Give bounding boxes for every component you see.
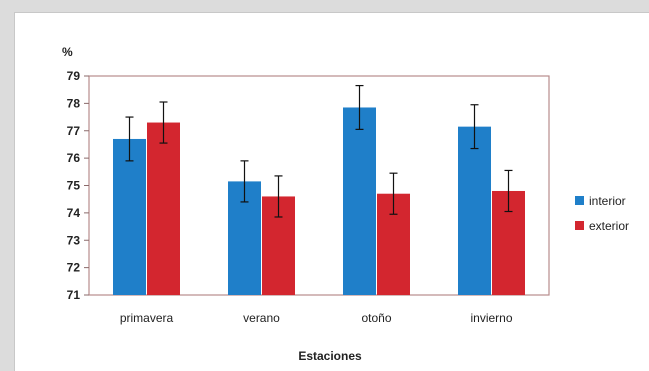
bar-exterior-primavera <box>147 122 180 295</box>
x-tick-label: verano <box>243 311 280 325</box>
x-axis-label: Estaciones <box>298 349 362 363</box>
legend-label-exterior: exterior <box>589 219 629 233</box>
y-tick-label: 71 <box>67 288 81 302</box>
legend-swatch-exterior <box>575 221 584 230</box>
y-tick-label: 74 <box>67 206 81 220</box>
y-tick-label: 76 <box>67 151 81 165</box>
y-tick-label: 79 <box>67 69 81 83</box>
bar-interior-otoño <box>343 107 376 295</box>
plot-area: 71 72 73 74 75 76 77 78 79 primavera verano otoño in… <box>67 69 550 325</box>
y-tick-label: 77 <box>67 124 81 138</box>
legend-swatch-interior <box>575 196 584 205</box>
y-tick-label: 75 <box>67 179 81 193</box>
y-tick-label: 73 <box>67 233 81 247</box>
legend: interior exterior <box>575 194 629 233</box>
bar-interior-invierno <box>458 126 491 295</box>
legend-label-interior: interior <box>589 194 626 208</box>
bar-interior-primavera <box>113 138 146 295</box>
y-tick-label: 78 <box>67 96 81 110</box>
x-tick-label: primavera <box>120 311 174 325</box>
y-axis-label: % <box>62 45 73 59</box>
x-tick-label: otoño <box>361 311 391 325</box>
y-tick-label: 72 <box>67 261 81 275</box>
x-tick-label: invierno <box>470 311 512 325</box>
